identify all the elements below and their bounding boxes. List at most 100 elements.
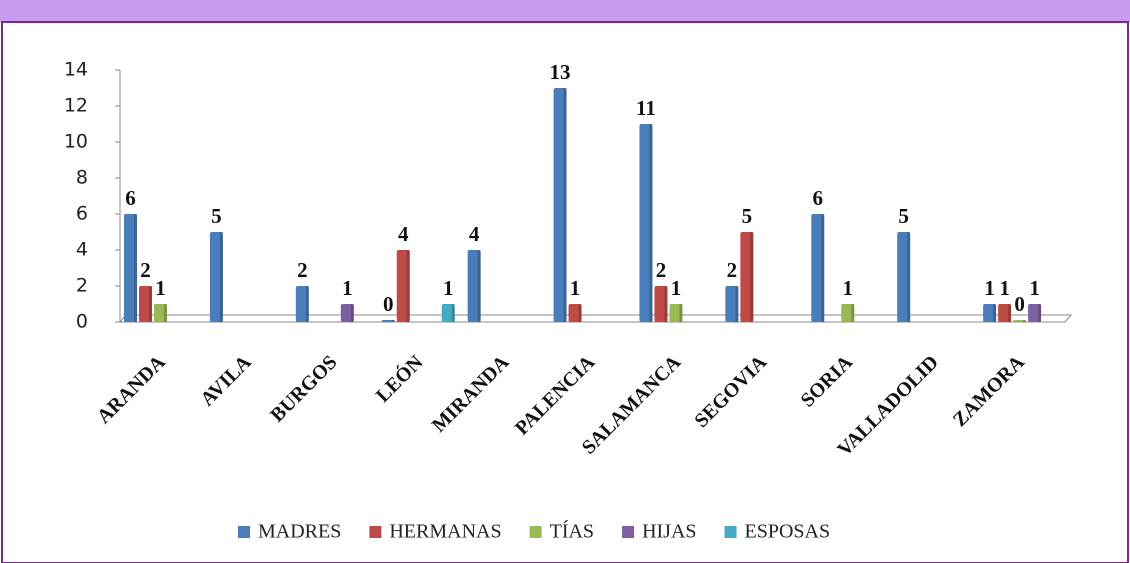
- bar-side: [993, 304, 997, 322]
- bar-side: [134, 214, 137, 322]
- legend-swatch: [369, 526, 382, 538]
- bar: [467, 250, 481, 322]
- bar-side: [851, 304, 855, 322]
- bar-side: [451, 304, 455, 322]
- bar-side: [477, 250, 481, 322]
- bar: [811, 214, 825, 322]
- bar: [725, 286, 739, 322]
- legend-label: ESPOSAS: [745, 521, 831, 543]
- y-tick-label: 2: [76, 275, 88, 297]
- bar: [654, 286, 668, 322]
- bar: [340, 304, 354, 322]
- bar: [553, 88, 567, 322]
- data-label: 1: [1029, 276, 1040, 300]
- legend-swatch: [238, 526, 250, 538]
- legend-label: MADRES: [258, 521, 341, 543]
- x-tick-label: PALENCIA: [511, 351, 600, 440]
- bar: [295, 286, 309, 322]
- top-band: [0, 0, 1130, 22]
- bar-side: [679, 304, 683, 322]
- data-label: 4: [398, 222, 409, 246]
- data-label: 2: [297, 258, 308, 282]
- data-label: 1: [443, 276, 454, 300]
- legend-label: TÍAS: [550, 520, 594, 543]
- bar-side: [735, 286, 739, 322]
- data-label: 1: [342, 276, 353, 300]
- bar: [669, 304, 683, 322]
- bar-side: [350, 304, 354, 322]
- data-label: 2: [140, 258, 151, 282]
- data-label: 5: [211, 204, 222, 228]
- data-label: 2: [727, 258, 738, 282]
- x-tick-label: ZAMORA: [949, 351, 1029, 431]
- bar-side: [563, 88, 567, 322]
- data-label: 1: [570, 276, 581, 300]
- x-tick-label: BURGOS: [266, 351, 341, 426]
- data-label: 13: [550, 60, 571, 84]
- data-label: 1: [999, 276, 1010, 300]
- y-tick-label: 12: [64, 95, 88, 117]
- data-label: 4: [469, 222, 480, 246]
- data-label: 6: [813, 186, 824, 210]
- bar: [396, 250, 410, 322]
- bar: [983, 304, 997, 322]
- legend-label: HERMANAS: [389, 521, 501, 543]
- bar-side: [149, 286, 152, 322]
- bar-side: [907, 232, 911, 322]
- bar: [841, 304, 855, 322]
- bar-side: [750, 232, 754, 322]
- data-label: 2: [656, 258, 667, 282]
- bar: [441, 304, 455, 322]
- legend-swatch: [529, 526, 542, 538]
- bar-side: [1038, 304, 1042, 322]
- bar: [1013, 320, 1027, 322]
- y-tick-label: 0: [76, 311, 88, 333]
- legend-swatch: [724, 526, 737, 538]
- x-tick-label: AVILA: [196, 351, 256, 411]
- bar: [154, 304, 167, 322]
- data-label: 6: [125, 186, 136, 210]
- data-label: 5: [898, 204, 909, 228]
- bar: [209, 232, 223, 322]
- y-tick-label: 6: [76, 203, 88, 225]
- bar-side: [649, 124, 653, 322]
- bar: [639, 124, 653, 322]
- bar-side: [578, 304, 582, 322]
- frame: [1, 21, 1129, 563]
- bar-side: [1023, 320, 1027, 322]
- data-label: 1: [984, 276, 995, 300]
- bar-side: [1008, 304, 1012, 322]
- data-label: 1: [671, 276, 682, 300]
- bar: [124, 214, 137, 322]
- x-tick-label: MIRANDA: [428, 351, 514, 437]
- bar: [568, 304, 582, 322]
- y-tick-label: 4: [76, 239, 88, 261]
- bar: [139, 286, 152, 322]
- data-label: 1: [843, 276, 854, 300]
- bar: [740, 232, 754, 322]
- bar-side: [821, 214, 825, 322]
- bar: [1028, 304, 1042, 322]
- bar-side: [664, 286, 668, 322]
- data-label: 0: [1014, 292, 1025, 316]
- bar: [897, 232, 911, 322]
- x-tick-label: SEGOVIA: [690, 351, 771, 432]
- data-label: 1: [155, 276, 166, 300]
- bar-side: [406, 250, 410, 322]
- y-tick-label: 14: [64, 59, 88, 81]
- x-tick-label: ARANDA: [93, 351, 170, 428]
- y-tick-label: 8: [76, 167, 88, 189]
- bar: [381, 320, 395, 322]
- bar-side: [219, 232, 223, 322]
- data-label: 11: [636, 96, 656, 120]
- y-tick-label: 10: [64, 131, 88, 153]
- x-tick-label: SORIA: [797, 351, 858, 412]
- data-label: 0: [383, 292, 394, 316]
- bar-side: [391, 320, 395, 322]
- bar-side: [164, 304, 167, 322]
- legend-swatch: [622, 526, 635, 538]
- bar: [998, 304, 1012, 322]
- legend-label: HIJAS: [642, 521, 696, 543]
- data-label: 5: [742, 204, 753, 228]
